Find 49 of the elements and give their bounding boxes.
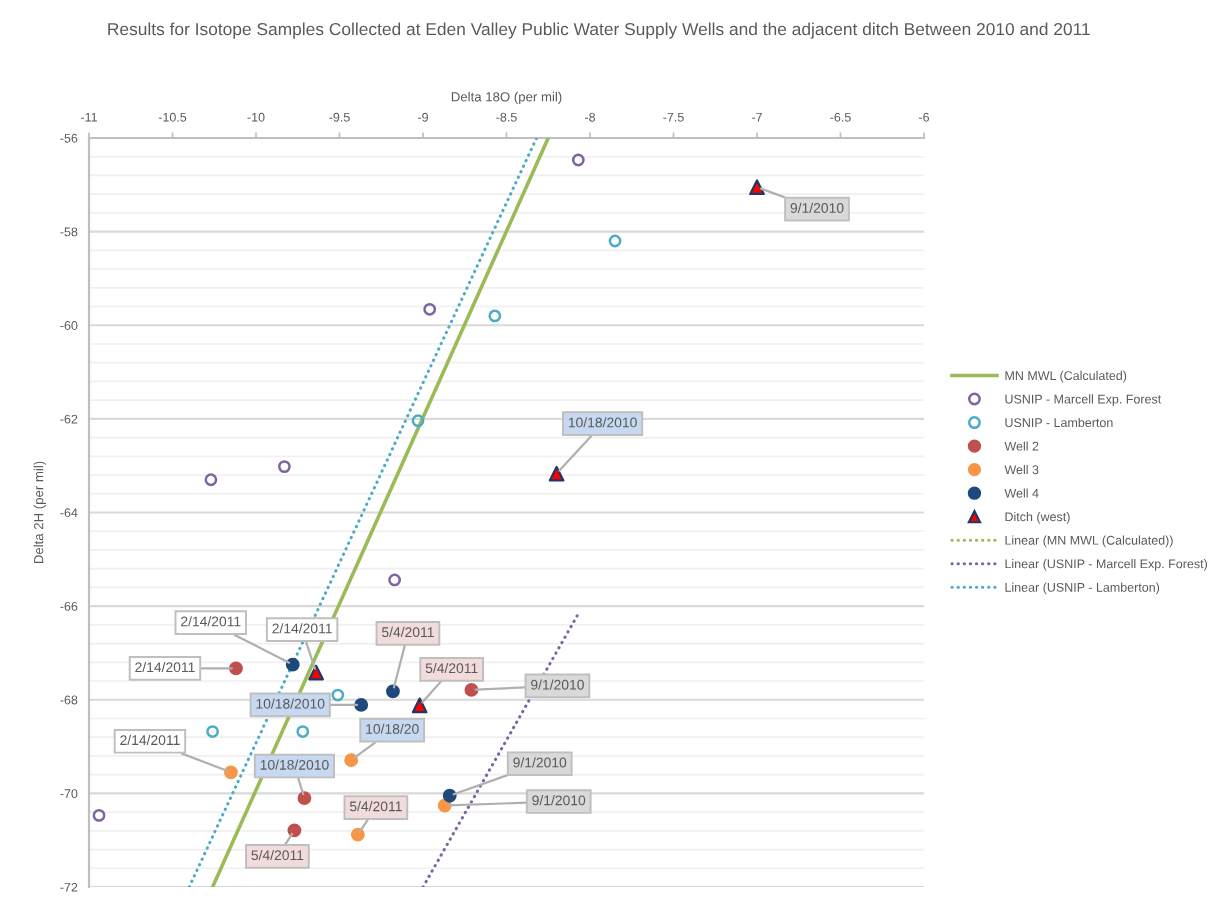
annotation: 9/1/2010 <box>790 202 844 213</box>
y-axis-title: Delta 2H (per mil) <box>33 461 46 564</box>
y-tick-label: -70 <box>60 789 78 799</box>
legend-label: USNIP - Marcell Exp. Forest <box>1005 394 1162 407</box>
x-tick-label: -6.5 <box>830 112 851 122</box>
annotation: 2/14/2011 <box>120 734 180 746</box>
annotation: 10/18/2010 <box>260 759 329 770</box>
annotation: 10/18/2010 <box>568 417 637 428</box>
annotation: 9/1/2010 <box>513 757 567 768</box>
legend-label: Well 4 <box>1004 488 1039 498</box>
legend-label: Linear (USNIP - Marcell Exp. Forest) <box>1005 559 1207 571</box>
annotation: 5/4/2011 <box>251 849 304 861</box>
y-tick-label: -62 <box>60 414 78 424</box>
legend-label: Linear (MN MWL (Calculated)) <box>1005 535 1173 548</box>
annotation: 5/4/2011 <box>425 662 478 674</box>
chart-title: Results for Isotope Samples Collected at Eden Valley Public Water Supply Wells and the adjacent ditch Between 2010 and 2011 <box>108 22 1090 39</box>
y-tick-label: -64 <box>60 508 78 518</box>
x-tick-label: -9.5 <box>329 112 350 122</box>
legend-label: MN MWL (Calculated) <box>1005 370 1127 383</box>
legend-label: Well 2 <box>1004 441 1039 451</box>
y-tick-label: -56 <box>60 133 78 143</box>
y-tick-label: -58 <box>60 227 78 237</box>
annotation: 5/4/2011 <box>349 801 402 812</box>
annotation: 2/14/2011 <box>272 623 332 634</box>
x-tick-label: -8 <box>585 112 596 122</box>
legend-label: Linear (USNIP - Lamberton) <box>1005 582 1160 595</box>
x-tick-label: -10.5 <box>158 112 187 122</box>
legend-label: Ditch (west) <box>1005 512 1070 524</box>
annotation: 2/14/2011 <box>181 616 241 627</box>
y-tick-label: -66 <box>60 601 78 611</box>
annotation: 10/18/2010 <box>256 698 325 709</box>
annotation: 5/4/2011 <box>381 626 434 638</box>
legend-label: Well 3 <box>1004 464 1039 475</box>
annotation: 9/1/2010 <box>531 679 584 690</box>
x-tick-label: -11 <box>80 112 97 122</box>
x-tick-label: -7.5 <box>663 112 684 122</box>
x-tick-label: -8.5 <box>496 112 517 122</box>
x-axis-title: Delta 18O (per mil) <box>451 91 562 105</box>
y-tick-label: -68 <box>60 695 78 705</box>
x-tick-label: -6 <box>919 112 930 122</box>
annotation: 2/14/2011 <box>135 661 195 673</box>
x-tick-label: -7 <box>752 112 762 122</box>
annotation: 10/18/20 <box>366 723 419 734</box>
y-tick-label: -60 <box>60 321 78 330</box>
legend-label: USNIP - Lamberton <box>1005 417 1113 428</box>
x-tick-label: -10 <box>247 112 265 122</box>
x-tick-label: -9 <box>418 112 428 122</box>
annotation: 9/1/2010 <box>532 795 586 806</box>
y-tick-label: -72 <box>60 882 78 892</box>
